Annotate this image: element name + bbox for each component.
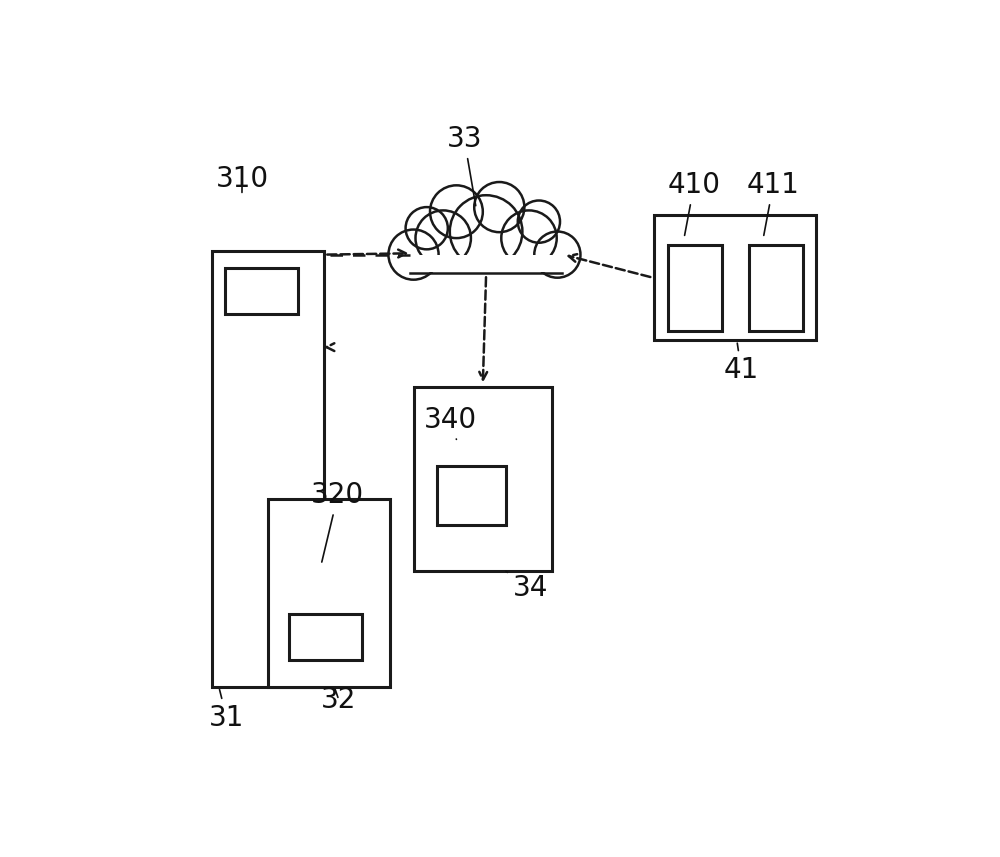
Text: 32: 32	[321, 686, 357, 714]
Bar	[414, 387, 552, 572]
Text: 340: 340	[423, 405, 477, 440]
Text: 41: 41	[724, 343, 759, 384]
Circle shape	[430, 185, 483, 238]
Circle shape	[415, 211, 471, 266]
Text: 320: 320	[311, 482, 364, 562]
Text: 33: 33	[447, 125, 482, 206]
Text: 31: 31	[209, 690, 244, 732]
Bar	[668, 245, 722, 331]
Bar	[410, 248, 562, 273]
Circle shape	[388, 230, 439, 279]
Text: 411: 411	[747, 171, 800, 236]
Bar	[437, 466, 506, 525]
Circle shape	[406, 207, 448, 249]
Bar	[212, 251, 324, 686]
Circle shape	[518, 201, 560, 243]
Text: 410: 410	[668, 171, 721, 236]
Text: 310: 310	[216, 165, 269, 193]
Text: 34: 34	[506, 572, 548, 602]
Circle shape	[450, 195, 522, 268]
Circle shape	[501, 211, 557, 266]
Bar	[412, 255, 561, 273]
Bar	[289, 614, 362, 661]
Bar	[225, 268, 298, 314]
Bar	[749, 245, 803, 331]
Circle shape	[474, 182, 524, 232]
Bar	[654, 215, 816, 340]
Circle shape	[534, 231, 580, 278]
Bar	[268, 499, 390, 686]
